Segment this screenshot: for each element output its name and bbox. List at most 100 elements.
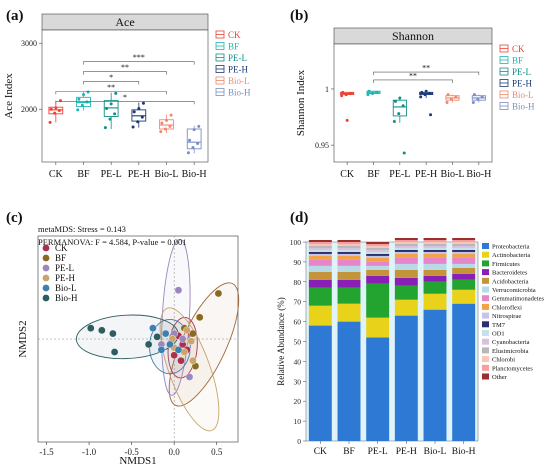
bar-segment-Bacteroidetes: [366, 275, 390, 284]
bar-segment-Chloroflexi: [337, 255, 361, 260]
x-tick-label: Bio-L: [155, 169, 179, 180]
bar-segment-Bacteroidetes: [423, 275, 447, 282]
data-point: [163, 127, 167, 131]
legend-label: Chlorobi: [492, 357, 515, 364]
legend-label: Chloroflexi: [492, 304, 522, 311]
data-point: [196, 142, 200, 146]
legend-label: Proteobacteria: [492, 244, 530, 251]
significance-label: **: [121, 63, 129, 72]
x-tick-label: CK: [49, 169, 64, 180]
bar-segment-Bacteroidetes: [337, 279, 361, 288]
box-PE-L: [392, 99, 407, 117]
bar-segment-Verrucomicrobia: [308, 265, 332, 272]
legend-key: [482, 356, 489, 363]
y-tick-label: 50: [294, 338, 302, 347]
point-Bio-H: [109, 329, 117, 338]
y-axis-label: Shannon Index: [295, 69, 307, 136]
legend-label: PE-H: [55, 273, 76, 283]
legend-key: [482, 251, 489, 258]
y-tick-label: 40: [294, 357, 302, 366]
bar-segment-Planctomycetes: [366, 243, 390, 246]
data-point: [472, 93, 476, 97]
bar-segment-Chlorobi: [423, 242, 447, 244]
significance-bracket: [83, 71, 167, 75]
data-point: [367, 89, 371, 93]
bar-segment-Cyanobacteria: [366, 249, 390, 252]
bar-segment-Cyanobacteria: [337, 247, 361, 250]
y-axis-label: Relative Abundance (%): [276, 297, 286, 385]
y-axis-label: Ace Index: [3, 73, 15, 119]
bar-segment-Planctomycetes: [452, 240, 476, 242]
bar-segment-Verrucomicrobia: [337, 265, 361, 272]
bar-segment-TM7: [423, 249, 447, 252]
significance-label: **: [422, 64, 430, 73]
bar-segment-Actinobacteria: [366, 317, 390, 338]
bar-segment-Chloroflexi: [452, 253, 476, 258]
bar-segment-Acidobacteria: [423, 269, 447, 276]
panel-c-nmds-scatter: -1.5 -1.0 -0.5 0.0 0.5 NMDS1 NMDS2 metaMDS: Str…: [17, 224, 240, 464]
bar-segment-Verrucomicrobia: [452, 263, 476, 268]
data-point: [136, 120, 140, 124]
x-tick-label: Bio-L: [424, 447, 447, 457]
bar-segment-OD1: [366, 251, 390, 254]
data-point: [392, 120, 396, 124]
data-point: [370, 91, 374, 95]
bar-segment-Other: [423, 238, 447, 241]
point-Bio-L: [157, 346, 166, 354]
legend-key: [482, 286, 489, 293]
data-point: [105, 107, 109, 111]
point-PE-H: [183, 326, 191, 335]
panel-label-d: (d): [290, 210, 308, 226]
bar-segment-Proteobacteria: [337, 321, 361, 441]
bar-segment-Cyanobacteria: [394, 245, 418, 248]
bar-segment-Proteobacteria: [452, 303, 476, 441]
data-point: [375, 90, 379, 94]
legend-key: [42, 274, 50, 282]
bar-segment-Nitrospirae: [452, 251, 476, 254]
data-point: [393, 99, 397, 103]
y-tick-label: 20: [294, 397, 302, 406]
bar-segment-OD1: [423, 247, 447, 250]
data-point: [454, 95, 458, 99]
legend-label: CK: [55, 243, 68, 253]
legend-key: [42, 294, 50, 302]
bar-segment-Bacteroidetes: [308, 279, 332, 288]
data-point: [429, 113, 433, 117]
data-point: [109, 102, 113, 106]
data-point: [348, 91, 352, 95]
x-tick-label: CK: [340, 169, 355, 180]
bar-segment-Firmicutes: [452, 279, 476, 290]
data-point: [140, 115, 144, 119]
legend-label: Bio-L: [55, 283, 77, 293]
bar-segment-Acidobacteria: [452, 267, 476, 274]
plot-area: [333, 43, 493, 163]
plot-area: [41, 29, 209, 163]
bar-segment-Gemmatimonadetes: [394, 257, 418, 264]
data-point: [186, 151, 190, 155]
legend-key: [482, 243, 489, 249]
legend-label: Bacteroidetes: [492, 270, 528, 277]
bar-segment-OD1: [337, 249, 361, 252]
legend-label: Verrucomicrobia: [492, 287, 536, 294]
legend-label: PE-L: [55, 263, 74, 273]
bar-segment-Planctomycetes: [337, 242, 361, 244]
legend-label: CK: [512, 44, 525, 54]
bar-segment-OD1: [308, 249, 332, 252]
bar-segment-OD1: [394, 247, 418, 250]
x-tick-label: Bio-H: [452, 447, 476, 457]
legend-label: BF: [512, 56, 523, 66]
y-tick-label: 10: [294, 417, 302, 426]
data-point: [197, 124, 201, 128]
data-point: [160, 121, 164, 125]
legend-key: [482, 330, 489, 336]
significance-bracket: [55, 100, 195, 105]
significance-label: ***: [133, 53, 145, 62]
bar-segment-Proteobacteria: [308, 325, 332, 441]
stress-annotation: metaMDS: Stress = 0.143: [38, 224, 126, 234]
data-point: [424, 89, 428, 93]
point-Bio-L: [161, 329, 170, 338]
x-tick-label: CK: [314, 447, 327, 457]
x-tick-label: -0.5: [124, 447, 139, 457]
data-point: [445, 100, 449, 104]
